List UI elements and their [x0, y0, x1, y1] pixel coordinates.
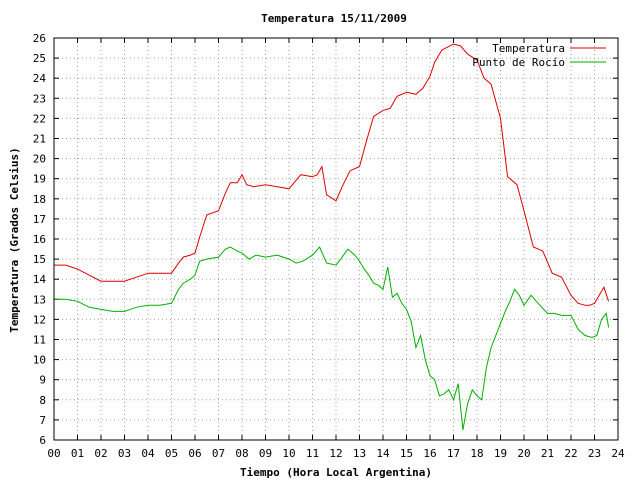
- x-tick-label: 23: [588, 447, 601, 460]
- x-tick-label: 07: [212, 447, 225, 460]
- x-tick-label: 05: [165, 447, 178, 460]
- x-axis-label: Tiempo (Hora Local Argentina): [240, 466, 432, 479]
- legend-label-temperatura: Temperatura: [492, 42, 565, 55]
- grid-lines: [54, 38, 618, 440]
- y-tick-label: 20: [33, 153, 46, 166]
- y-tick-label: 6: [39, 434, 46, 447]
- series-line-punto-de-rocio: [54, 246, 610, 430]
- y-tick-label: 22: [33, 112, 46, 125]
- x-tick-label: 06: [188, 447, 201, 460]
- legend-label-punto-de-rocio: Punto de Rocío: [472, 56, 565, 69]
- x-tick-label: 13: [353, 447, 366, 460]
- x-tick-label: 04: [141, 447, 155, 460]
- x-tick-label: 18: [470, 447, 483, 460]
- y-tick-label: 21: [33, 133, 46, 146]
- x-tick-label: 19: [494, 447, 507, 460]
- y-tick-label: 18: [33, 193, 46, 206]
- series-lines: [54, 43, 610, 430]
- y-tick-label: 9: [39, 374, 46, 387]
- y-tick-label: 7: [39, 414, 46, 427]
- y-axis-label: Temperatura (Grados Celsius): [8, 147, 21, 332]
- x-tick-label: 11: [306, 447, 319, 460]
- y-tick-label: 8: [39, 394, 46, 407]
- x-tick-label: 14: [376, 447, 390, 460]
- x-tick-label: 22: [564, 447, 577, 460]
- y-tick-label: 14: [33, 273, 47, 286]
- x-tick-label: 20: [517, 447, 530, 460]
- x-tick-label: 03: [118, 447, 131, 460]
- x-tick-label: 01: [71, 447, 84, 460]
- y-tick-label: 26: [33, 32, 46, 45]
- y-tick-label: 19: [33, 173, 46, 186]
- x-tick-label: 10: [282, 447, 295, 460]
- x-tick-label: 12: [329, 447, 342, 460]
- legend: Temperatura Punto de Rocío: [472, 42, 606, 69]
- y-tick-label: 16: [33, 233, 46, 246]
- x-tick-label: 02: [94, 447, 107, 460]
- plot-frame: [53, 37, 619, 441]
- x-tick-labels: 00 01 02 03 04 05 06 07 08 09 10 11 12 13 14 15 16 17 18 19…: [47, 447, 625, 460]
- y-tick-label: 12: [33, 313, 46, 326]
- tick-marks: [53, 37, 619, 441]
- x-tick-label: 21: [541, 447, 554, 460]
- y-tick-label: 15: [33, 253, 46, 266]
- x-tick-label: 24: [611, 447, 625, 460]
- y-tick-label: 25: [33, 52, 46, 65]
- y-tick-label: 10: [33, 354, 46, 367]
- x-tick-label: 08: [235, 447, 248, 460]
- y-tick-label: 13: [33, 293, 46, 306]
- y-tick-labels: 6 7 8 9 10 11 12 13 14 15 16 17 18 19 20 21 22 23 24 25 26: [33, 32, 47, 447]
- y-tick-label: 11: [33, 334, 46, 347]
- x-tick-label: 17: [447, 447, 460, 460]
- chart-title: Temperatura 15/11/2009: [261, 12, 407, 25]
- y-tick-label: 17: [33, 213, 46, 226]
- x-tick-label: 09: [259, 447, 272, 460]
- x-tick-label: 16: [423, 447, 436, 460]
- series-line-temperatura: [54, 43, 610, 306]
- y-tick-label: 24: [33, 72, 47, 85]
- y-tick-label: 23: [33, 92, 46, 105]
- x-tick-label: 15: [400, 447, 413, 460]
- x-tick-label: 00: [47, 447, 60, 460]
